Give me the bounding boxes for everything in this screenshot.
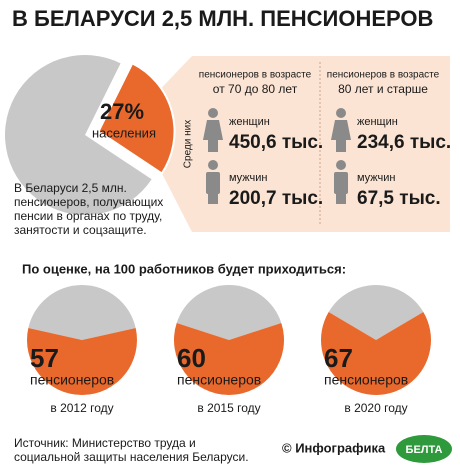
forecast-label: пенсионеров (324, 372, 408, 388)
person-body (206, 172, 220, 194)
men-value: 67,5 тыс. (357, 188, 441, 209)
group-heading: пенсионеров в возрасте (327, 70, 440, 81)
group-range: от 70 до 80 лет (213, 82, 298, 96)
pie-rest (28, 285, 136, 340)
forecast-value: 60 (177, 343, 206, 373)
pie-slice (26, 328, 137, 395)
person-body (331, 120, 351, 140)
logo: БЕЛТА (406, 444, 443, 456)
person-body (203, 120, 223, 140)
credit: © Инфографика (282, 440, 386, 455)
men-value: 200,7 тыс. (229, 188, 323, 209)
women-label: женщин (357, 116, 398, 128)
title: В БЕЛАРУСИ 2,5 МЛН. ПЕНСИОНЕРОВ (12, 6, 433, 31)
pie-rest (176, 285, 282, 340)
main-note: В Беларуси 2,5 млн. пенсионеров, получаю… (14, 181, 164, 237)
pie-slice (173, 323, 284, 395)
person-head (208, 108, 218, 118)
pie-slice (97, 61, 176, 175)
source-text: Источник: Министерство труда и социально… (14, 436, 249, 464)
men-label: мужчин (229, 172, 268, 184)
group-heading: пенсионеров в возрасте (199, 70, 312, 81)
person-body (334, 172, 348, 194)
forecast-year: в 2012 году (50, 401, 113, 415)
person-legs (208, 192, 218, 204)
person-head (208, 160, 218, 170)
women-label: женщин (229, 116, 270, 128)
forecast-title: По оценке, на 100 работников будет прихо… (22, 261, 346, 276)
men-label: мужчин (357, 172, 396, 184)
forecast-year: в 2020 году (344, 401, 407, 415)
group-range: 80 лет и старше (338, 82, 428, 96)
women-value: 234,6 тыс. (357, 132, 451, 153)
forecast-year: в 2015 году (197, 401, 260, 415)
person-head (336, 160, 346, 170)
person-legs (336, 140, 346, 152)
pie-slice (321, 312, 431, 395)
slice-label: населения (92, 125, 156, 140)
person-legs (208, 140, 218, 152)
person-legs (336, 192, 346, 204)
person-head (336, 108, 346, 118)
pie-rest (4, 54, 152, 215)
slice-value: 27% (100, 99, 144, 124)
women-value: 450,6 тыс. (229, 132, 323, 153)
forecast-label: пенсионеров (30, 372, 114, 388)
pie-rest (328, 284, 424, 340)
panel (192, 56, 450, 232)
forecast-label: пенсионеров (177, 372, 261, 388)
logo-badge (396, 435, 452, 463)
forecast-value: 67 (324, 343, 353, 373)
among-label: Среди них (183, 120, 194, 168)
forecast-value: 57 (30, 343, 59, 373)
